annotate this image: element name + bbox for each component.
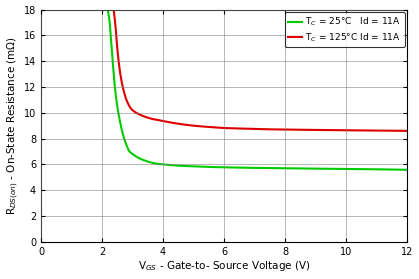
T$_C$ = 25°C   Id = 11A	[237, 166, 242, 169]
T$_C$ = 25°C   Id = 11A	[311, 167, 316, 170]
T$_C$ = 25°C   Id = 11A	[105, 8, 110, 11]
T$_C$ = 125°C Id = 11A	[313, 128, 318, 132]
T$_C$ = 25°C   Id = 11A	[339, 167, 344, 170]
Legend: T$_C$ = 25°C   Id = 11A, T$_C$ = 125°C Id = 11A: T$_C$ = 25°C Id = 11A, T$_C$ = 125°C Id …	[285, 12, 405, 47]
Line: T$_C$ = 125°C Id = 11A: T$_C$ = 125°C Id = 11A	[114, 9, 407, 131]
T$_C$ = 25°C   Id = 11A	[226, 166, 231, 169]
Y-axis label: R$_{DS(on)}$ - On-State Resistance (mΩ): R$_{DS(on)}$ - On-State Resistance (mΩ)	[5, 36, 21, 215]
T$_C$ = 125°C Id = 11A	[141, 115, 146, 118]
T$_C$ = 25°C   Id = 11A	[344, 167, 349, 170]
T$_C$ = 125°C Id = 11A	[230, 127, 235, 130]
X-axis label: V$_{GS}$ - Gate-to- Source Voltage (V): V$_{GS}$ - Gate-to- Source Voltage (V)	[138, 259, 310, 273]
T$_C$ = 125°C Id = 11A	[241, 127, 246, 130]
T$_C$ = 125°C Id = 11A	[405, 129, 410, 133]
T$_C$ = 125°C Id = 11A	[340, 129, 345, 132]
T$_C$ = 25°C   Id = 11A	[405, 168, 410, 172]
T$_C$ = 25°C   Id = 11A	[136, 156, 141, 159]
Line: T$_C$ = 25°C   Id = 11A: T$_C$ = 25°C Id = 11A	[108, 9, 407, 170]
T$_C$ = 125°C Id = 11A	[345, 129, 350, 132]
T$_C$ = 125°C Id = 11A	[111, 8, 116, 11]
